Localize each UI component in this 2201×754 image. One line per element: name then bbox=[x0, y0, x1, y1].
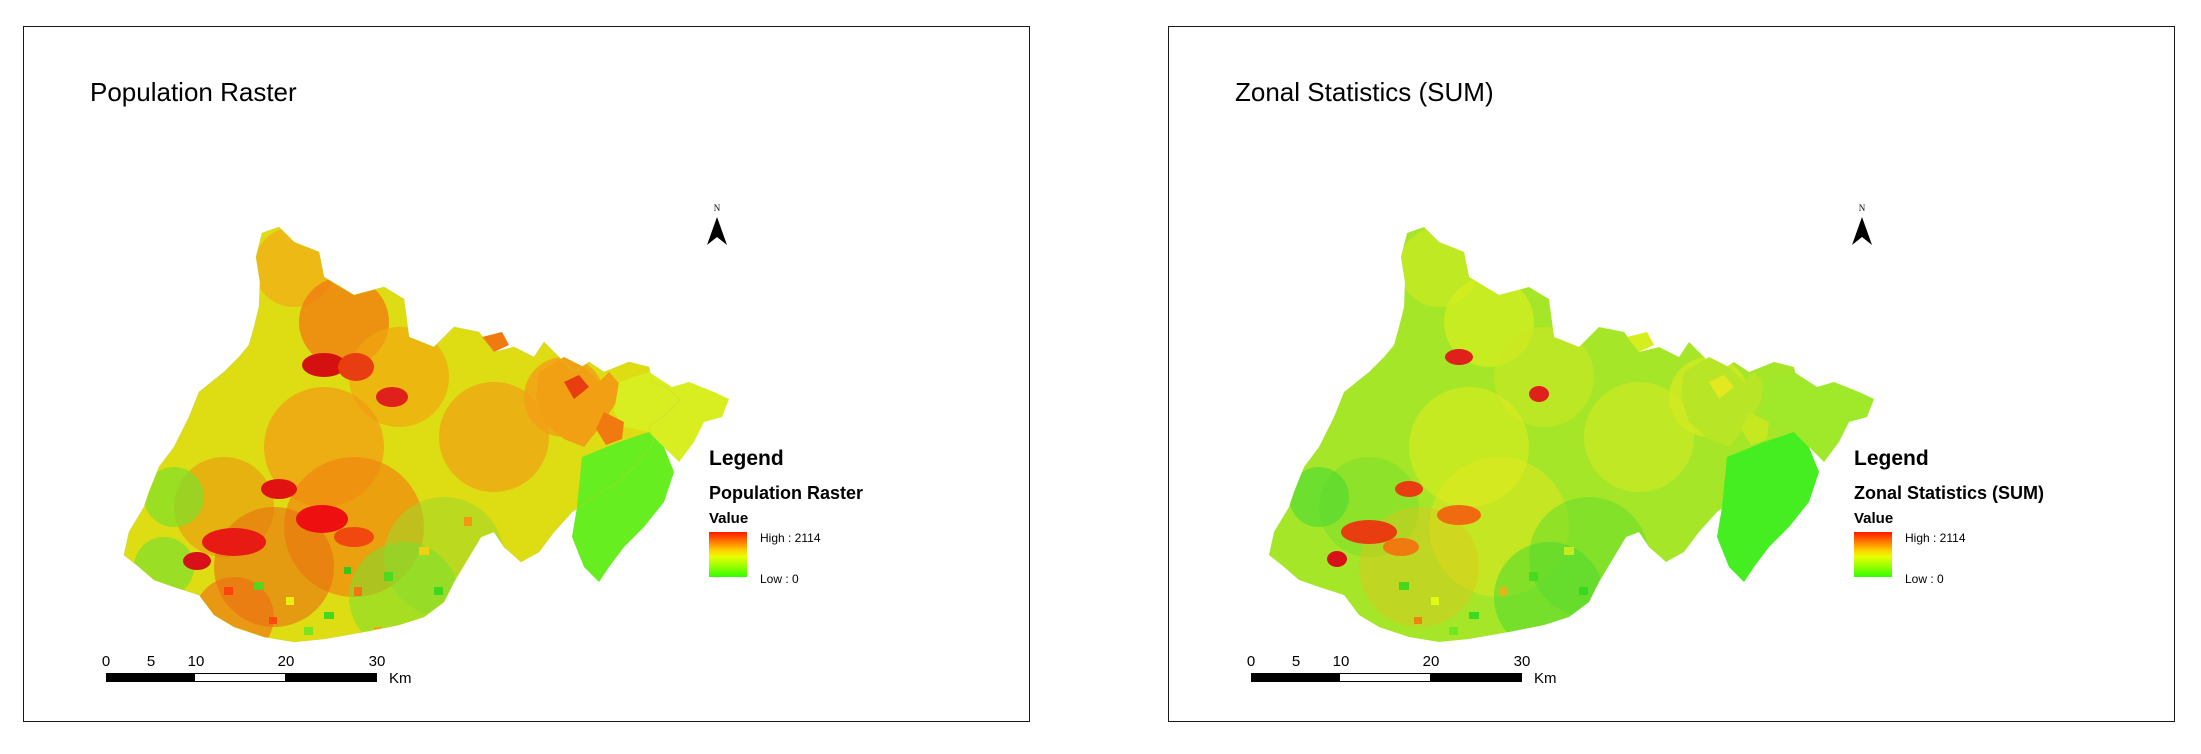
zonal-statistics-map bbox=[1269, 227, 1874, 642]
scale-track bbox=[1251, 673, 1522, 682]
map-title: Zonal Statistics (SUM) bbox=[1235, 77, 1494, 107]
scale-label: 5 bbox=[1291, 653, 1301, 670]
north-label: N bbox=[713, 203, 721, 213]
north-arrow: N bbox=[1849, 203, 1875, 247]
scale-label: 10 bbox=[1332, 653, 1350, 670]
color-ramp bbox=[1854, 532, 1892, 577]
scale-bar: 0 5 10 20 30 Km bbox=[1247, 653, 1581, 697]
map-panel-zonal-statistics: Zonal Statistics (SUM) bbox=[1168, 26, 2175, 722]
scale-label: 30 bbox=[1513, 653, 1531, 670]
map-title: Population Raster bbox=[90, 77, 297, 107]
legend-heading: Legend bbox=[709, 447, 784, 470]
north-arrow-icon bbox=[707, 217, 727, 245]
legend-low-label: Low : 0 bbox=[760, 572, 799, 586]
legend-layer-name: Population Raster bbox=[709, 483, 864, 503]
north-arrow-icon bbox=[1852, 217, 1872, 245]
color-ramp bbox=[709, 532, 747, 577]
north-label: N bbox=[1858, 203, 1866, 213]
legend-field: Value bbox=[709, 510, 749, 527]
legend-layer-name: Zonal Statistics (SUM) bbox=[1854, 483, 2045, 503]
legend-field: Value bbox=[1854, 510, 1894, 527]
map-panel-population-raster: Population Raster bbox=[23, 26, 1030, 722]
scale-unit: Km bbox=[389, 670, 412, 687]
scale-track bbox=[106, 673, 377, 682]
scale-label: 0 bbox=[1246, 653, 1256, 670]
scale-label: 20 bbox=[1422, 653, 1440, 670]
population-map bbox=[123, 226, 729, 643]
legend-high-label: High : 2114 bbox=[760, 531, 821, 545]
scale-label: 5 bbox=[146, 653, 156, 670]
scale-label: 10 bbox=[187, 653, 205, 670]
scale-unit: Km bbox=[1534, 670, 1557, 687]
scale-label: 20 bbox=[277, 653, 295, 670]
scale-label: 30 bbox=[368, 653, 386, 670]
north-arrow: N bbox=[704, 203, 730, 247]
legend-low-label: Low : 0 bbox=[1905, 572, 1944, 586]
scale-label: 0 bbox=[101, 653, 111, 670]
legend-heading: Legend bbox=[1854, 447, 1929, 470]
legend-high-label: High : 2114 bbox=[1905, 531, 1966, 545]
scale-bar: 0 5 10 20 30 Km bbox=[102, 653, 436, 697]
